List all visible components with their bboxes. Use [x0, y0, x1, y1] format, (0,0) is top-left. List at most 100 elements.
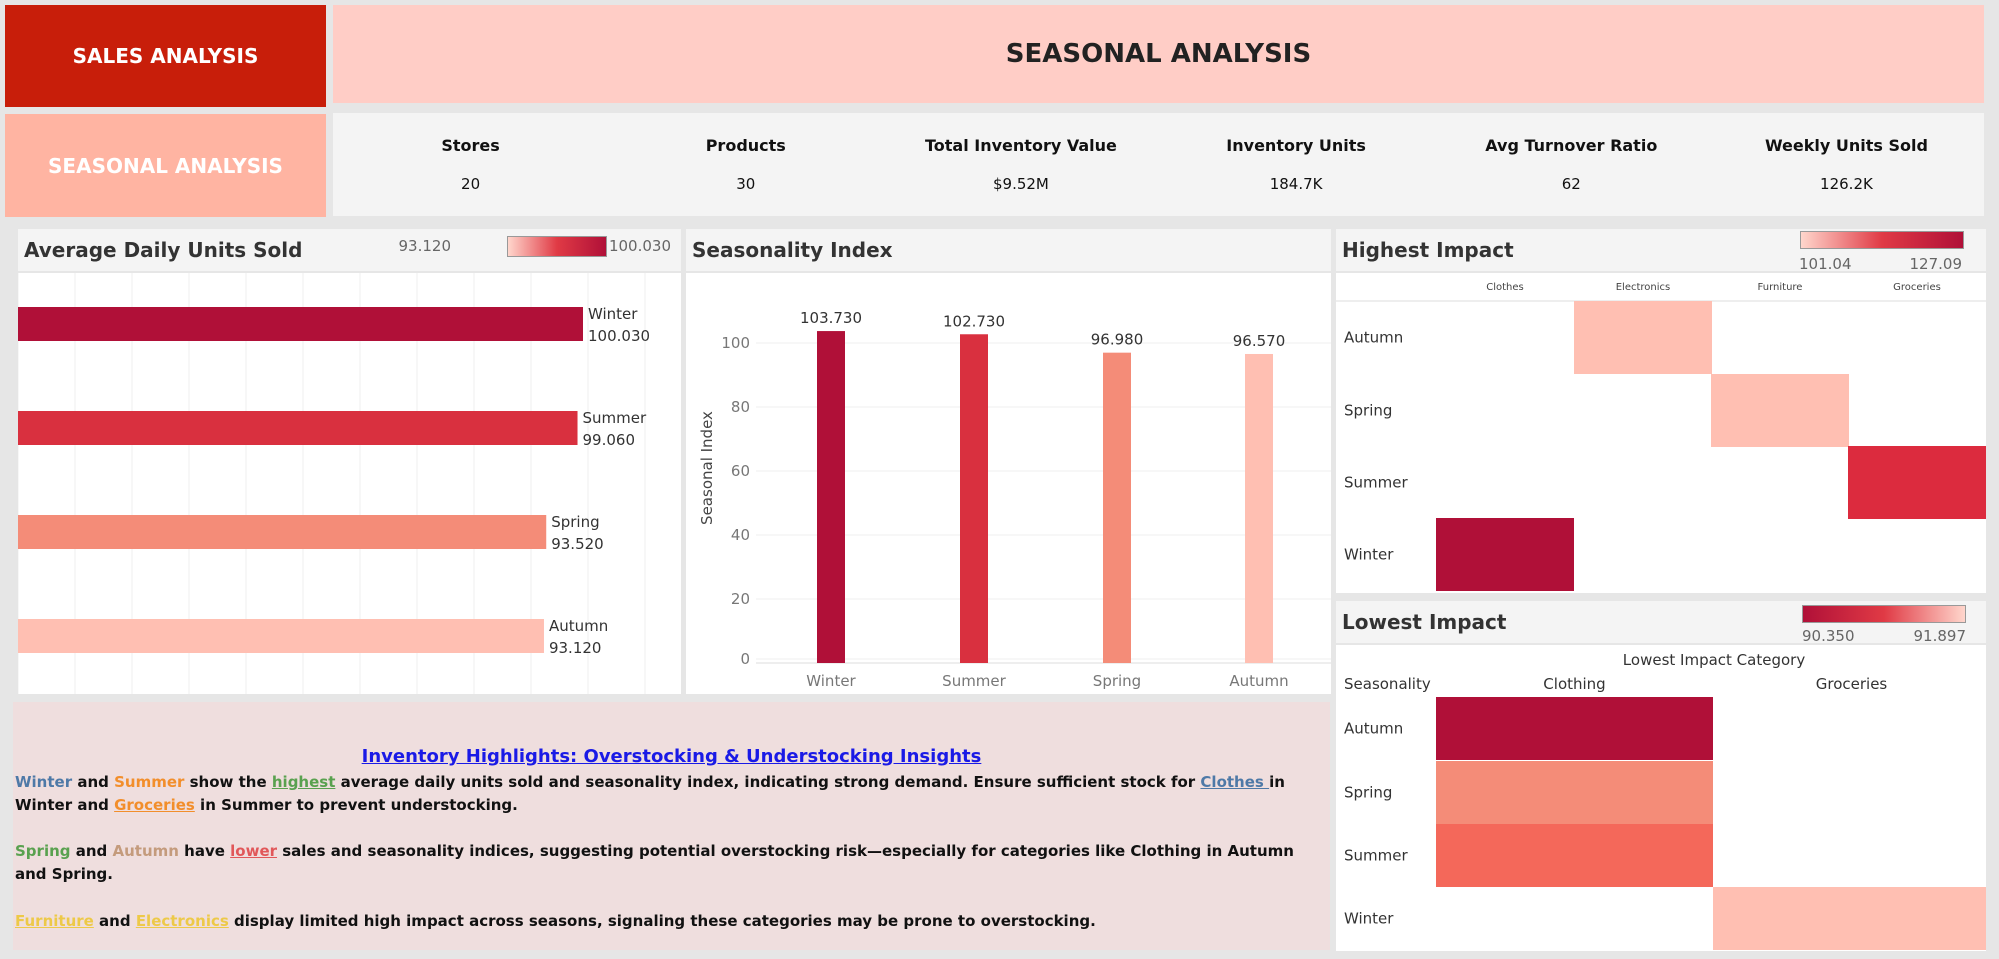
bar-value-label: 96.570 — [1233, 332, 1286, 350]
x-tick-label: Summer — [942, 672, 1006, 690]
kpi-label: Total Inventory Value — [925, 136, 1117, 155]
avg-daily-legend-gradient — [507, 236, 607, 257]
seasonality-header: Seasonality Index — [686, 229, 1331, 271]
groceries-link[interactable]: Groceries — [114, 796, 195, 814]
row-label: Spring — [1344, 784, 1392, 802]
kpi-value: 30 — [736, 175, 756, 193]
electronics-link[interactable]: Electronics — [135, 912, 229, 930]
insight-paragraph-3: Furniture and Electronics display limite… — [15, 910, 1328, 933]
bar-summer[interactable] — [18, 411, 578, 445]
x-tick-label: Spring — [1093, 672, 1141, 690]
seasonality-ylabel: Seasonal Index — [698, 411, 716, 525]
heatmap-cell[interactable] — [1436, 761, 1713, 824]
clothes-link[interactable]: Clothes — [1200, 773, 1270, 791]
avg-daily-panel: Average Daily Units Sold 93.120 100.030 … — [18, 229, 681, 694]
row-label: Summer — [1344, 847, 1408, 865]
avg-daily-marks: Winter 100.030 Summer 99.060 Spring 93.520 Aut… — [18, 305, 650, 657]
insights-title[interactable]: Inventory Highlights: Overstocking & Und… — [361, 746, 982, 767]
kpi-bar: Stores 20 Products 30 Total Inventory Valu… — [333, 113, 1984, 216]
kpi-value: 126.2K — [1820, 175, 1873, 193]
kpi-label: Products — [705, 136, 786, 155]
bar-value-label: 99.060 — [583, 431, 636, 449]
y-tick-label: 0 — [740, 650, 750, 668]
bar-value-label: 103.730 — [800, 309, 862, 327]
bar-value-label: 96.980 — [1091, 331, 1144, 349]
furniture-link[interactable]: Furniture — [15, 912, 94, 930]
highest-impact-panel: Highest Impact 101.04 127.09 Clothes Elec… — [1336, 229, 1986, 593]
heatmap-cell[interactable] — [1711, 374, 1849, 447]
avg-daily-chart: Winter 100.030 Summer 99.060 Spring 93.520 Aut… — [18, 273, 681, 694]
kpi-label: Stores — [441, 136, 500, 155]
avg-daily-legend-max: 100.030 — [608, 237, 671, 255]
bar-spring[interactable] — [1103, 352, 1131, 663]
kpi-weekly-units: Weekly Units Sold 126.2K — [1709, 113, 1984, 216]
kpi-stores: Stores 20 — [333, 113, 608, 216]
y-tick-label: 20 — [731, 590, 750, 608]
row-label: Autumn — [1344, 720, 1403, 738]
insight-paragraph-2: Spring and Autumn have lower sales and s… — [15, 840, 1328, 886]
seasonality-chart: 0 20 40 60 80 100 Seasonal Index 103.730 Winte… — [686, 273, 1331, 694]
insights-panel: Inventory Highlights: Overstocking & Und… — [13, 702, 1330, 950]
text: average daily units sold and seasonality… — [335, 773, 1201, 791]
lowest-impact-panel: Lowest Impact 90.350 91.897 Lowest Impac… — [1336, 601, 1986, 951]
lowest-impact-header: Lowest Impact 90.350 91.897 — [1336, 601, 1986, 645]
insight-paragraph-1: Winter and Summer show the highest avera… — [15, 771, 1328, 817]
nav-sales-analysis-button[interactable]: SALES ANALYSIS — [5, 5, 326, 107]
text: and — [72, 773, 115, 791]
highest-impact-title: Highest Impact — [1342, 238, 1514, 262]
autumn-text: Autumn — [112, 842, 179, 860]
text: show the — [184, 773, 272, 791]
kpi-products: Products 30 — [608, 113, 883, 216]
kpi-turnover: Avg Turnover Ratio 62 — [1434, 113, 1709, 216]
highest-impact-header: Highest Impact 101.04 127.09 — [1336, 229, 1986, 273]
bar-summer[interactable] — [960, 334, 988, 663]
bar-value-label: 93.120 — [549, 639, 602, 657]
heatmap-cell[interactable] — [1436, 824, 1713, 887]
lowest-impact-title: Lowest Impact — [1342, 610, 1507, 634]
bar-value-label: 102.730 — [943, 312, 1005, 330]
summer-text: Summer — [114, 773, 185, 791]
avg-daily-title: Average Daily Units Sold — [24, 238, 303, 262]
kpi-value: $9.52M — [992, 175, 1049, 193]
text: and — [70, 842, 113, 860]
text: in Summer to prevent understocking. — [194, 796, 518, 814]
kpi-label: Weekly Units Sold — [1764, 136, 1928, 155]
bar-winter[interactable] — [18, 307, 583, 341]
column-header: Furniture — [1758, 282, 1803, 293]
bar-category-label: Autumn — [549, 617, 608, 635]
seasonality-panel: Seasonality Index 0 20 40 60 80 100 Seasonal … — [686, 229, 1331, 694]
heatmap-cell[interactable] — [1436, 518, 1574, 591]
highest-link[interactable]: highest — [271, 773, 336, 791]
seasonality-title: Seasonality Index — [692, 238, 893, 262]
avg-daily-legend-min: 93.120 — [398, 237, 452, 255]
bar-category-label: Summer — [583, 409, 647, 427]
seasonality-header: Seasonality — [1344, 675, 1431, 693]
heatmap-cell[interactable] — [1848, 446, 1986, 519]
bar-value-label: 93.520 — [551, 535, 604, 553]
heatmap-cell[interactable] — [1713, 887, 1986, 950]
avg-daily-grid — [18, 273, 646, 694]
bar-winter[interactable] — [817, 331, 845, 663]
heatmap-cell[interactable] — [1436, 697, 1713, 760]
x-tick-label: Autumn — [1229, 672, 1288, 690]
lowest-impact-chart: Lowest Impact Category Seasonality Clothin… — [1336, 645, 1986, 951]
y-tick-label: 100 — [721, 334, 750, 352]
y-tick-label: 80 — [731, 398, 750, 416]
lowest-category-header: Lowest Impact Category — [1623, 651, 1806, 669]
bar-autumn[interactable] — [18, 619, 544, 653]
y-tick-label: 60 — [731, 462, 750, 480]
bar-autumn[interactable] — [1245, 353, 1273, 663]
nav-seasonal-analysis-button[interactable]: SEASONAL ANALYSIS — [5, 114, 326, 217]
text: display limited high impact across seaso… — [228, 912, 1096, 930]
column-header: Clothes — [1486, 282, 1524, 293]
column-header: Groceries — [1816, 675, 1888, 693]
column-header: Clothing — [1543, 675, 1605, 693]
text: and — [93, 912, 136, 930]
seasonality-grid: 0 20 40 60 80 100 — [721, 334, 1331, 668]
column-header: Groceries — [1893, 282, 1941, 293]
lower-link[interactable]: lower — [230, 842, 278, 860]
heatmap-cell[interactable] — [1574, 301, 1712, 374]
bar-spring[interactable] — [18, 515, 547, 549]
winter-text: Winter — [15, 773, 73, 791]
highest-legend-gradient — [1800, 231, 1964, 249]
